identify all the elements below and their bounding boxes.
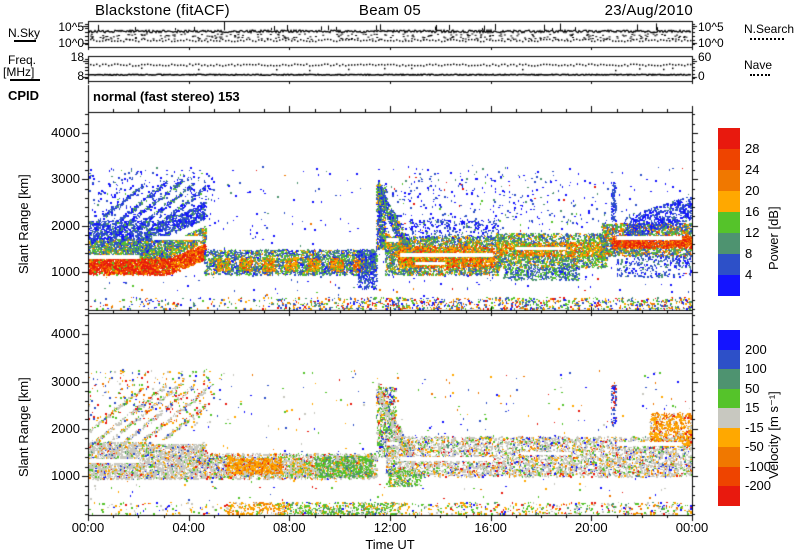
x-tick-label: 12:00: [373, 520, 407, 535]
colorbar-tick-label: 100: [745, 361, 767, 377]
nsearch-tick-bottom: 10^0: [698, 36, 724, 50]
colorbar-segment: [718, 149, 740, 170]
colorbar-segment: [718, 486, 740, 506]
date-label: 23/Aug/2010: [604, 2, 693, 19]
x-tick-label: 00:00: [71, 520, 105, 535]
freq-label-line1: Freq.: [8, 53, 37, 67]
x-tick-label: 16:00: [474, 520, 507, 535]
colorbar-tick-label: 8: [745, 246, 753, 261]
y-tick-label: 2000: [51, 217, 80, 233]
colorbar-tick-label: 12: [745, 225, 760, 240]
nsky-label: N.Sky: [8, 26, 41, 40]
colorbar-tick-label: -200: [745, 478, 772, 494]
colorbar-segment: [718, 388, 740, 409]
colorbar-segment: [718, 191, 740, 212]
power-colorbar: [718, 128, 740, 296]
colorbar-segment: [718, 275, 740, 296]
power-colorbar-title: Power [dB]: [766, 206, 781, 270]
nsky-tick-top: 10^5: [58, 20, 84, 34]
colorbar-tick-label: 200: [745, 341, 767, 357]
colorbar-segment: [718, 212, 740, 233]
freq-label-line2: [MHz]: [3, 65, 35, 79]
x-tick-label: 04:00: [172, 520, 205, 535]
nave-label: Nave: [744, 58, 773, 72]
colorbar-segment: [718, 369, 740, 389]
y-tick-label: 3000: [51, 373, 80, 389]
x-tick-label: 20:00: [575, 520, 608, 535]
velocity-colorbar-title: Velocity [m s⁻¹]: [766, 391, 781, 479]
velocity-colorbar: [718, 330, 740, 506]
colorbar-segment: [718, 330, 740, 350]
colorbar-segment: [718, 349, 740, 370]
colorbar-tick-label: 20: [745, 183, 760, 198]
y-tick-label: 2000: [51, 420, 80, 436]
y-tick-label: 3000: [51, 171, 80, 187]
colorbar-tick-label: 4: [745, 267, 753, 282]
x-tick-label: 00:00: [675, 520, 709, 535]
velocity-yaxis-title: Slant Range [km]: [16, 377, 31, 477]
colorbar-segment: [718, 254, 740, 275]
colorbar-tick-label: 15: [745, 400, 760, 416]
colorbar-tick-label: 50: [745, 380, 760, 396]
colorbar-tick-label: 16: [745, 204, 760, 219]
freq-tick-bottom: 8: [77, 69, 84, 83]
y-tick-label: 1000: [51, 263, 80, 279]
nave-tick-top: 60: [698, 50, 712, 64]
nave-tick-bottom: 0: [698, 69, 705, 83]
colorbar-segment: [718, 128, 740, 149]
nsearch-label: N.Search: [744, 22, 795, 36]
colorbar-segment: [718, 408, 740, 428]
colorbar-tick-label: -50: [745, 439, 764, 455]
colorbar-tick-label: 24: [745, 162, 760, 177]
freq-solid-line-legend: [10, 79, 40, 81]
colorbar-segment: [718, 447, 740, 467]
y-tick-label: 1000: [51, 468, 80, 484]
cpid-value: normal (fast stereo) 153: [93, 89, 240, 104]
colorbar-segment: [718, 427, 740, 448]
y-tick-label: 4000: [51, 326, 80, 342]
y-tick-label: 4000: [51, 124, 80, 140]
colorbar-segment: [718, 233, 740, 254]
power-yaxis-title: Slant Range [km]: [16, 174, 31, 274]
cpid-label: CPID: [8, 88, 40, 103]
x-tick-label: 08:00: [273, 520, 306, 535]
nave-dotted-line-legend: [750, 74, 770, 76]
station-title: Blackstone (fitACF): [95, 2, 230, 19]
xaxis-title: Time UT: [365, 537, 415, 552]
nsearch-dotted-line-legend: [750, 38, 784, 40]
colorbar-tick-label: -100: [745, 458, 772, 474]
nsky-tick-bottom: 10^0: [58, 36, 84, 50]
colorbar-tick-label: 28: [745, 141, 760, 156]
beam-label: Beam 05: [358, 2, 422, 19]
colorbar-segment: [718, 170, 740, 191]
nsky-solid-line-legend: [14, 40, 36, 42]
colorbar-segment: [718, 466, 740, 487]
nsearch-tick-top: 10^5: [698, 20, 724, 34]
freq-tick-top: 18: [70, 50, 84, 64]
colorbar-tick-label: -15: [745, 419, 764, 435]
